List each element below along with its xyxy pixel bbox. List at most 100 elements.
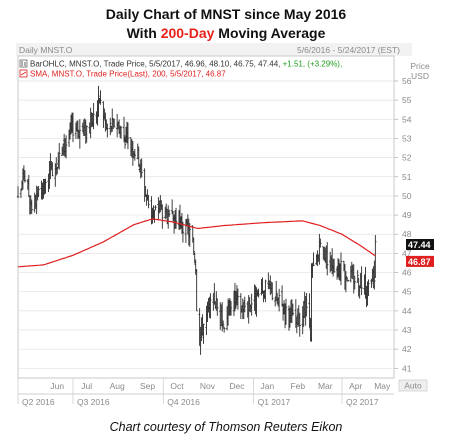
ohlc-bar (126, 122, 130, 150)
auto-scale-label: Auto (404, 381, 422, 391)
ohlc-bar (85, 125, 88, 143)
ohlc-bar (78, 119, 82, 149)
ohlc-bar (209, 293, 212, 319)
ohlc-bar (339, 252, 343, 286)
y-tick-label: 50 (402, 191, 412, 201)
legend-sma: SMA, MNST.O, Trade Price(Last), 200, 5/5… (19, 70, 226, 79)
ohlc-bar (147, 195, 150, 209)
ohlc-bar (192, 237, 195, 256)
ohlc-bar (64, 135, 68, 159)
ohlc-bar (16, 186, 20, 198)
subtitle-pre: With (126, 25, 161, 41)
ohlc-bar (202, 323, 205, 344)
ohlc-bar (284, 298, 288, 325)
ohlc-bar (332, 258, 336, 273)
ohlc-bar (221, 320, 225, 328)
x-tick-quarter: Q2 2016 (22, 397, 55, 407)
ohlc-bar (271, 282, 274, 301)
y-tick-label: 41 (402, 363, 412, 373)
x-tick-month: Jun (50, 381, 64, 391)
y-tick-label: 55 (402, 95, 412, 105)
last-price-tag: 47.44 (406, 239, 434, 250)
x-tick-quarter: Q4 2016 (167, 397, 200, 407)
ohlc-bars (16, 85, 377, 355)
ohlc-bar (23, 170, 27, 183)
ohlc-bar (133, 149, 137, 161)
grid-lines (18, 80, 394, 369)
chart-footer-credit: Chart courtesy of Thomson Reuters Eikon (109, 420, 343, 434)
x-tick-month: Apr (349, 381, 362, 391)
price-axis: 41 42 43 44 45 46 47 48 49 50 51 52 53 54 55 56 (394, 76, 412, 373)
ohlc-bar (298, 312, 301, 337)
x-tick-month: Nov (200, 381, 216, 391)
ohlc-bar (99, 90, 102, 105)
ohlc-bar (346, 279, 350, 283)
sma-value-tag: 46.87 (406, 255, 434, 267)
ohlc-bar (326, 242, 329, 276)
plot-area[interactable] (17, 55, 395, 379)
ohlc-bar (373, 260, 376, 290)
ohlc-bar (191, 225, 194, 243)
ohlc-bar (291, 303, 295, 316)
x-tick-month: May (374, 381, 391, 391)
ohlc-bar (277, 288, 281, 312)
y-tick-label: 54 (402, 114, 412, 124)
ohlc-bar (106, 123, 109, 138)
chart-subtitle: With 200-Day Moving Average (0, 24, 452, 42)
ohlc-bar (236, 288, 240, 310)
x-tick-month: Oct (170, 381, 184, 391)
y-tick-label: 45 (402, 287, 412, 297)
y-tick-label: 56 (402, 76, 412, 86)
ohlc-bar (30, 199, 33, 214)
legend-sma-text: SMA, MNST.O, Trade Price(Last), 200, 5/5… (30, 70, 226, 79)
ohlc-bar (167, 209, 171, 217)
ohlc-bar (264, 279, 267, 303)
ohlc-bar (27, 174, 30, 197)
ohlc-bar (353, 275, 356, 290)
x-tick-month: Dec (229, 381, 245, 391)
x-tick-month: Jan (260, 381, 274, 391)
ohlc-bar (119, 126, 123, 139)
x-tick-month: Mar (318, 381, 333, 391)
bar-ohlc-icon (19, 59, 28, 68)
ohlc-bar (312, 252, 315, 266)
ohlc-bar (112, 118, 115, 130)
x-tick-month: Jul (81, 381, 92, 391)
ohlc-bar (274, 280, 278, 302)
ohlc-bar (140, 158, 143, 178)
y-tick-label: 51 (402, 172, 412, 182)
legend-ohlc-text: BarOHLC, MNST.O, Trade Price, 5/5/2017, … (30, 60, 342, 69)
y-tick-label: 52 (402, 153, 412, 163)
y-tick-label: 43 (402, 325, 412, 335)
ohlc-bar (374, 234, 377, 278)
ohlc-bar (222, 326, 226, 333)
y-tick-label: 49 (402, 210, 412, 220)
ohlc-bar (58, 143, 61, 170)
subtitle-post: Moving Average (214, 25, 326, 41)
auto-scale-button[interactable]: Auto (398, 379, 428, 392)
ohlc-bar (174, 207, 178, 229)
x-tick-quarter: Q1 2017 (258, 397, 291, 407)
y-tick-label: 46 (402, 268, 412, 278)
x-tick-quarter: Q3 2016 (77, 397, 110, 407)
ohlc-bar (367, 279, 370, 297)
ohlc-bar (311, 263, 314, 278)
y-tick-label: 47 (402, 248, 412, 258)
currency-label: USD (411, 71, 429, 81)
x-tick-month: Aug (110, 381, 125, 391)
subtitle-highlight: 200-Day (160, 25, 215, 41)
ohlc-bar (195, 268, 198, 312)
ohlc-bar (71, 112, 75, 143)
ohlc-bar (161, 204, 164, 229)
ohlc-bar (255, 287, 258, 317)
x-tick-month: Feb (290, 381, 305, 391)
legend-ohlc: BarOHLC, MNST.O, Trade Price, 5/5/2017, … (19, 59, 342, 69)
ohlc-bar (229, 301, 233, 316)
ohlc-bar (92, 103, 95, 130)
price-axis-title: Price (410, 61, 430, 71)
ohlc-bar (243, 296, 246, 313)
sma-200-line (17, 218, 376, 268)
ohlc-bar (123, 136, 127, 149)
ohlc-bar (305, 292, 308, 317)
